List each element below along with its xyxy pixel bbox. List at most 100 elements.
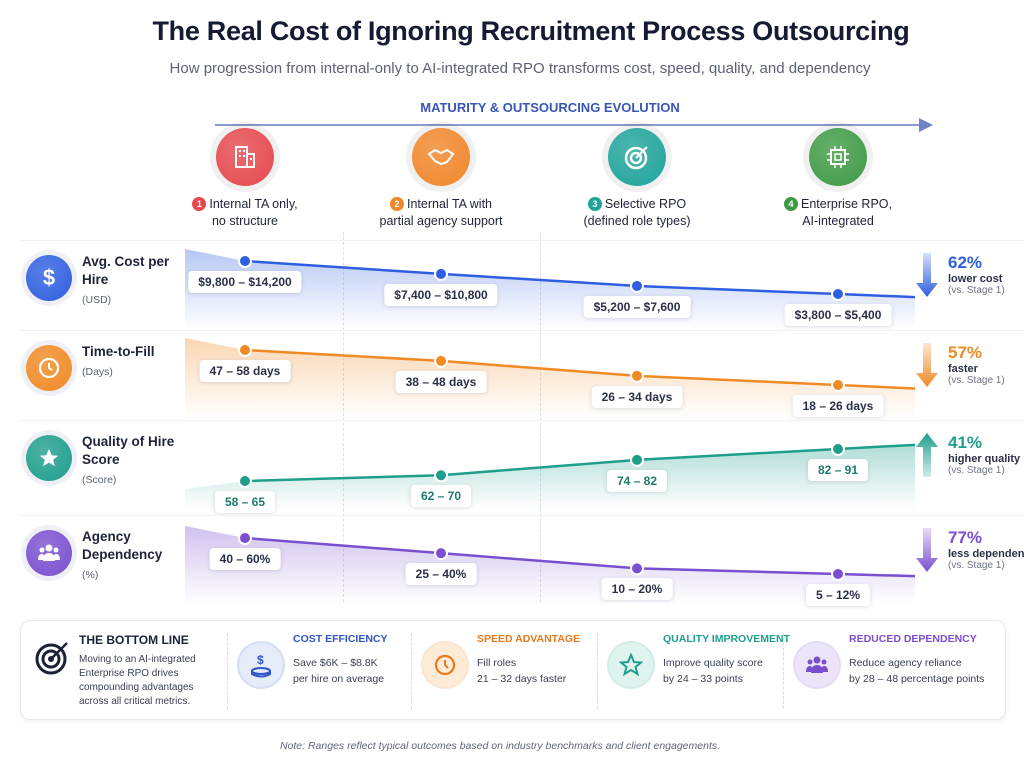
change-note: (vs. Stage 1): [948, 560, 1005, 571]
data-point: [630, 561, 644, 576]
item-line2: 21 – 32 days faster: [477, 673, 567, 685]
change-summary: 57% faster (vs. Stage 1): [948, 343, 1024, 386]
stage-number: 2: [390, 197, 404, 211]
metric-title: Time-to-Fill: [82, 344, 155, 359]
stage-label: 4 Enterprise RPO, AI-integrated: [738, 196, 938, 230]
change-note: (vs. Stage 1): [948, 465, 1005, 476]
metric-unit: (Days): [82, 366, 113, 378]
data-point: [630, 278, 644, 293]
metric-row: Agency Dependency (%) 40 – 60% 25 – 40% 10 –…: [20, 515, 1024, 606]
range-label: 82 – 91: [807, 459, 869, 481]
item-line1: Save $6K – $8.8K: [293, 657, 378, 669]
range-label: 25 – 40%: [405, 563, 477, 586]
bottom-line-text: Moving to an AI-integrated Enterprise RP…: [79, 654, 196, 707]
metric-name: Time-to-Fill (Days): [82, 343, 192, 381]
stage-number: 4: [783, 197, 798, 211]
target-icon: [608, 128, 666, 186]
metric-title: Quality of Hire Score: [82, 434, 175, 467]
stage-label-line1: Internal TA only,: [209, 197, 298, 211]
stage-label-line2: no structure: [211, 214, 278, 228]
change-note: (vs. Stage 1): [948, 285, 1005, 296]
range-label: 58 – 65: [214, 491, 276, 513]
data-point: [630, 452, 644, 467]
metric-row: Quality of Hire Score (Score) 58 – 65 62 – …: [20, 420, 1024, 513]
metric-row: $ Avg. Cost per Hire (USD) $9,800 – $14,20…: [20, 240, 1024, 329]
page-subtitle: How progression from internal-only to AI…: [169, 60, 871, 77]
change-text: higher quality: [948, 453, 1021, 465]
metric-title: Agency Dependency: [82, 529, 163, 562]
bottom-line-item: $ COST EFFICIENCY Save $6K – $8.8K per hir…: [239, 633, 419, 709]
data-point: [831, 442, 845, 456]
range-label: $7,400 – $10,800: [384, 283, 498, 306]
arrow-down-icon: [916, 253, 938, 297]
data-point: [238, 531, 252, 545]
bottom-line-item: REDUCED DEPENDENCY Reduce agency reliance…: [795, 633, 984, 709]
evolution-label: MATURITY & OUTSOURCING EVOLUTION: [420, 100, 680, 115]
bottom-line-item: QUALITY IMPROVEMENT Improve quality score…: [609, 633, 790, 709]
range-label: 18 – 26 days: [792, 395, 884, 417]
stage-1: 1 Internal TA only, no structure: [145, 128, 345, 230]
metric-plot: [185, 526, 916, 604]
range-label: 62 – 70: [410, 485, 472, 508]
change-text: less dependency: [948, 548, 1024, 560]
change-note: (vs. Stage 1): [948, 375, 1005, 386]
divider: [227, 633, 228, 709]
stage-label-line2: partial agency support: [379, 214, 503, 228]
evolution-arrow: [215, 118, 933, 132]
data-point: [238, 343, 252, 357]
bottom-line-heading: THE BOTTOM LINE: [79, 633, 189, 647]
item-heading: REDUCED DEPENDENCY: [849, 633, 977, 645]
range-label: $5,200 – $7,600: [583, 295, 691, 318]
item-line1: Reduce agency reliance: [849, 657, 962, 669]
change-text: faster: [948, 363, 978, 375]
data-point: [238, 474, 252, 488]
metric-name: Avg. Cost per Hire (USD): [82, 253, 192, 309]
item-heading: COST EFFICIENCY: [293, 633, 388, 645]
bottom-line-panel: THE BOTTOM LINE Moving to an AI-integrat…: [20, 620, 1006, 720]
range-label: 38 – 48 days: [395, 370, 487, 393]
metric-plot: [185, 338, 916, 419]
handshake-icon: [412, 128, 470, 186]
divider: [411, 633, 412, 709]
data-point: [434, 266, 448, 281]
stage-label-line2: (defined role types): [583, 214, 691, 228]
clock-icon: [423, 643, 467, 687]
metric-name: Quality of Hire Score (Score): [82, 433, 192, 489]
metric-title: Avg. Cost per Hire: [82, 254, 170, 287]
stage-label: 1 Internal TA only, no structure: [145, 196, 345, 230]
change-text: lower cost: [948, 273, 1003, 285]
building-icon: [216, 128, 274, 186]
metric-plot: [185, 442, 916, 509]
item-line1: Fill roles: [477, 657, 517, 669]
range-label: $9,800 – $14,200: [188, 271, 302, 293]
stage-label-line1: Enterprise RPO,: [800, 197, 892, 211]
stage-label-line1: Internal TA with: [407, 197, 492, 211]
stage-number: 3: [587, 197, 602, 211]
item-line2: per hire on average: [293, 673, 385, 685]
stage-label: 2 Internal TA with partial agency support: [341, 196, 541, 230]
data-point: [831, 567, 845, 581]
stage-3: 3 Selective RPO (defined role types): [537, 128, 737, 230]
star-icon: [26, 435, 72, 481]
change-summary: 62% lower cost (vs. Stage 1): [948, 253, 1024, 296]
change-summary: 41% higher quality (vs. Stage 1): [948, 433, 1024, 476]
series-area: [185, 249, 915, 329]
target-icon: [35, 642, 68, 675]
divider: [783, 633, 784, 709]
data-point: [434, 546, 448, 561]
coin-stack-icon: $: [239, 643, 283, 687]
range-label: 26 – 34 days: [591, 385, 683, 408]
change-percent: 62%: [948, 253, 983, 272]
data-point: [238, 254, 252, 268]
change-percent: 41%: [948, 433, 983, 452]
item-heading: SPEED ADVANTAGE: [477, 633, 581, 645]
footnote: Note: Ranges reflect typical outcomes ba…: [279, 740, 721, 752]
data-point: [434, 353, 448, 368]
stage-number: 1: [192, 197, 207, 211]
bottom-line-item: SPEED ADVANTAGE Fill roles 21 – 32 days fa…: [423, 633, 603, 709]
metric-name: Agency Dependency (%): [82, 528, 192, 584]
range-label: 40 – 60%: [209, 548, 281, 570]
people-icon: [26, 530, 72, 576]
bottom-line-summary: THE BOTTOM LINE Moving to an AI-integrat…: [35, 633, 225, 709]
series-area: [185, 444, 915, 509]
